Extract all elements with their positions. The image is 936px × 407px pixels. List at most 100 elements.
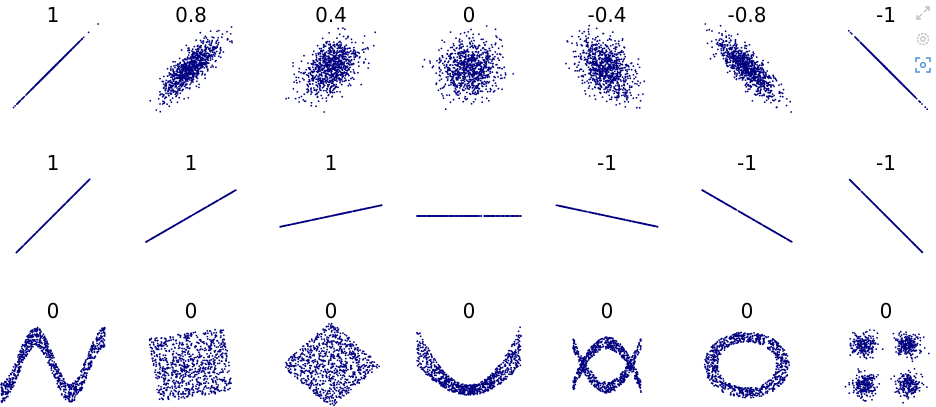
scatter-point xyxy=(176,87,178,89)
scatter-point xyxy=(332,73,335,76)
scatter-point xyxy=(725,54,728,57)
scatter-point xyxy=(487,99,490,102)
scatter-point xyxy=(335,78,338,80)
scatter-point xyxy=(192,64,195,67)
scatter-point xyxy=(441,72,444,74)
scatter-point xyxy=(477,78,480,81)
scatter-point xyxy=(475,48,478,50)
scatter-point xyxy=(204,77,207,80)
scatter-point xyxy=(735,59,737,61)
scatter-point xyxy=(484,51,486,54)
scatter-point xyxy=(730,47,732,50)
scatter-point xyxy=(316,44,319,47)
scatter-point xyxy=(621,84,623,87)
scatter-point xyxy=(497,67,499,69)
scatter-point xyxy=(464,97,466,100)
scatter-point xyxy=(230,40,233,42)
scatter-point xyxy=(587,87,590,89)
scatter-point xyxy=(622,87,625,89)
scatter-point xyxy=(639,99,642,102)
scatter-point xyxy=(496,71,499,74)
scatter-point xyxy=(196,74,199,76)
scatter-point xyxy=(621,63,624,66)
scatter-point xyxy=(346,65,349,67)
scatter-point xyxy=(210,66,212,68)
scatter-point xyxy=(454,83,457,86)
scatter-point xyxy=(195,39,198,42)
scatter-point xyxy=(470,82,473,85)
scatter-point xyxy=(229,40,231,43)
scatter-point xyxy=(446,78,449,80)
scatter-point xyxy=(467,54,470,57)
scatter-point xyxy=(628,85,631,87)
scatter-point xyxy=(453,72,456,75)
scatter-point xyxy=(336,80,338,83)
scatter-point xyxy=(615,96,618,99)
scatter-point xyxy=(292,62,294,64)
scatter-point xyxy=(618,68,621,70)
scatter-point xyxy=(216,30,218,33)
scatter-point xyxy=(340,44,343,47)
scatter-point xyxy=(192,76,195,78)
scatter-point xyxy=(605,54,608,57)
scatter-point xyxy=(458,52,461,55)
scatter-point xyxy=(619,53,622,56)
scatter-point xyxy=(449,53,452,56)
scatter-point xyxy=(206,68,209,70)
scatter-point xyxy=(206,46,209,49)
scatter-point xyxy=(308,82,311,85)
scatter-point xyxy=(192,72,194,75)
scatter-point xyxy=(728,37,731,39)
scatter-point xyxy=(584,93,587,95)
scatter-point xyxy=(170,65,173,68)
scatter-point xyxy=(487,68,490,71)
scatter-point xyxy=(350,77,352,80)
scatter-point xyxy=(751,63,754,65)
scatter-point xyxy=(574,69,577,72)
scatter-point xyxy=(720,49,723,52)
scatter-point xyxy=(628,86,631,89)
scatter-point xyxy=(488,47,491,50)
scatter-point xyxy=(732,66,735,69)
scatter-point xyxy=(624,69,627,71)
scatter-point xyxy=(588,33,590,36)
scatter-point xyxy=(349,71,352,73)
scatter-point xyxy=(464,95,467,98)
scatter-point xyxy=(443,64,446,66)
scatter-point xyxy=(226,30,228,33)
scatter-point xyxy=(465,35,468,37)
scatter-point xyxy=(733,54,736,57)
scatter-point xyxy=(606,89,609,91)
scatter-point xyxy=(336,52,338,55)
scatter-point xyxy=(348,83,351,85)
scatter-point xyxy=(174,83,177,86)
scatter-point xyxy=(330,45,332,48)
scatter-point xyxy=(463,80,466,83)
scatter-point xyxy=(494,43,497,46)
scatter-point xyxy=(333,44,335,47)
scatter-point xyxy=(591,50,593,53)
scatter-point xyxy=(715,38,717,41)
scatter-point xyxy=(455,37,457,39)
scatter-point xyxy=(340,47,342,50)
scatter-point xyxy=(458,40,460,42)
scatter-point xyxy=(203,67,206,69)
scatter-point xyxy=(56,62,59,65)
scatter-point xyxy=(500,39,503,41)
scatter-point xyxy=(176,93,179,95)
scatter-point xyxy=(449,75,452,78)
scatter-point xyxy=(351,52,354,55)
scatter-point xyxy=(336,37,338,39)
scatter-point xyxy=(490,44,493,46)
scatter-point xyxy=(597,35,599,38)
scatter-point xyxy=(178,85,180,88)
scatter-point xyxy=(456,84,459,87)
scatter-point xyxy=(320,73,323,75)
scatter-point xyxy=(615,43,617,45)
scatter-point xyxy=(579,57,582,60)
scatter-point xyxy=(738,72,741,75)
panel-title: 0 xyxy=(325,299,338,323)
scatter-point xyxy=(626,69,629,71)
scatter-point xyxy=(466,60,469,63)
panel-title: 0 xyxy=(463,299,476,323)
